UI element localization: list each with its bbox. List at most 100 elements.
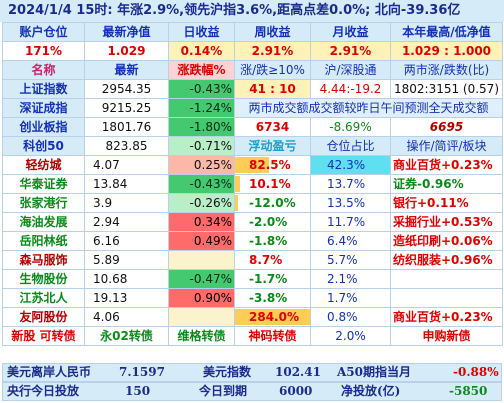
holding-name: 张家港行 [2,193,85,213]
label-weekly-return: 周收益 [234,22,311,42]
value-monthly-return: 2.91% [310,41,391,61]
holding-position: 6.4% [310,231,391,251]
holding-name: 江苏北人 [2,288,85,308]
label-year-high-low: 本年最高/低净值 [390,22,503,42]
bond-row: 新股 可转债 永02转债 维格转债 神码转债 2.0% 申购新债 [2,326,503,346]
holding-note: 造纸印刷+0.06% [390,231,503,251]
holding-row: 海油发展 2.94 0.34% -2.0% 11.7% 采掘行业+0.53% [2,212,503,232]
pboc-net-value: -5850 [449,384,488,398]
holding-pct: -0.26% [168,193,235,213]
holding-name: 生物股份 [2,269,85,289]
usdcnh-label: 美元离岸人民币 [7,365,92,379]
index-row-chinext: 创业板指 1801.76 -1.80% 6734 -8.69% 6695 [2,117,503,137]
pnl-text: 82.5% [249,157,291,172]
holding-note [390,288,503,308]
pboc-maturity-value: 6000 [279,384,313,398]
index-header-row: 名称 最新 涨跌幅% 涨/跌≥10% 沪/深股通 两市涨/跌数(比) [2,60,503,80]
col-advance-decline: 两市涨/跌数(比) [390,60,503,80]
bond-1: 永02转债 [84,326,169,346]
holding-position: 1.7% [310,288,391,308]
col-change-pct: 涨跌幅% [168,60,235,80]
col-floating-pnl: 浮动盈亏 [234,136,311,156]
summary-label-row: 账户仓位 最新净值 日收益 周收益 月收益 本年最高/低净值 [2,22,503,42]
index-northbound: 4.44:-19.2 [310,79,391,99]
pnl-text: 10.1% [249,176,291,191]
holding-pct [168,250,235,270]
index-name: 创业板指 [2,117,85,137]
index-name: 深证成指 [2,98,85,118]
pnl-text: -3.8% [249,290,288,305]
holding-name: 轻纺城 [2,155,85,175]
holding-row: 森马服饰 5.89 8.7% 5.7% 纺织服装+0.96% [2,250,503,270]
label-monthly-return: 月收益 [310,22,391,42]
holding-position: 13.7% [310,174,391,194]
turnover-change: -8.69% [310,117,391,137]
col-northbound: 沪/深股通 [310,60,391,80]
pnl-text: -2.0% [249,214,288,229]
holding-position: 13.5% [310,193,391,213]
pnl-text: -1.8% [249,233,288,248]
holding-name: 岳阳林纸 [2,231,85,251]
index-name: 上证指数 [2,79,85,99]
index-limit-count: 41 : 10 [234,79,311,99]
holding-pnl: 284.0% [234,307,311,327]
holding-pnl: -2.0% [234,212,311,232]
col-position-share: 仓位占比 [310,136,391,156]
value-daily-return: 0.14% [168,41,235,61]
holding-row: 轻纺城 4.07 0.25% 82.5% 42.3% 商业百货+0.23% [2,155,503,175]
index-pct: -1.24% [168,98,235,118]
index-price: 9215.25 [84,98,169,118]
holding-name: 友阿股份 [2,307,85,327]
index-price: 1801.76 [84,117,169,137]
pboc-maturity-label: 今日到期 [199,384,248,398]
pboc-inject-label: 央行今日投放 [7,384,80,398]
holding-pct: 0.90% [168,288,235,308]
bond-subscribe: 申购新债 [390,326,503,346]
holding-price: 3.9 [84,193,169,213]
ipo-bond-label: 新股 可转债 [2,326,85,346]
holding-name: 华泰证券 [2,174,85,194]
label-latest-nav: 最新净值 [84,22,169,42]
index-pct: -0.71% [168,136,235,156]
pnl-bar [235,309,310,325]
holding-note: 商业百货+0.23% [390,307,503,327]
holding-pnl: -1.7% [234,269,311,289]
dxy-label: 美元指数 [203,365,252,379]
holding-pnl: 82.5% [234,155,311,175]
pnl-bar [235,157,269,173]
holding-price: 13.84 [84,174,169,194]
holding-row: 张家港行 3.9 -0.26% -12.0% 13.5% 银行+0.11% [2,193,503,213]
index-price: 823.85 [84,136,169,156]
holding-pct [168,307,235,327]
pnl-text: 284.0% [249,309,299,324]
col-latest: 最新 [84,60,169,80]
holding-row: 岳阳林纸 6.16 0.49% -1.8% 6.4% 造纸印刷+0.06% [2,231,503,251]
value-weekly-return: 2.91% [234,41,311,61]
pboc-bar: 央行今日投放 150 今日到期 6000 净投放(亿) -5850 [2,382,502,401]
col-name: 名称 [2,60,85,80]
value-latest-nav: 1.029 [84,41,169,61]
pnl-bar [235,176,240,192]
holding-position: 2.1% [310,269,391,289]
holding-note: 商业百货+0.23% [390,155,503,175]
dxy-value: 102.41 [275,365,321,379]
pnl-text: -1.7% [249,271,288,286]
holding-price: 4.06 [84,307,169,327]
bond-3: 神码转债 [234,326,311,346]
dashboard-grid: 账户仓位 最新净值 日收益 周收益 月收益 本年最高/低净值 171% 1.02… [2,22,503,346]
holding-pnl: 8.7% [234,250,311,270]
holding-row: 生物股份 10.68 -0.47% -1.7% 2.1% [2,269,503,289]
fx-bar: 美元离岸人民币 7.1597 美元指数 102.41 A50期指当月 -0.88… [2,363,502,382]
holding-position: 42.3% [310,155,391,175]
turnover-value: 6734 [234,117,311,137]
holding-note: 证券-0.96% [390,174,503,194]
holding-note: 纺织服装+0.96% [390,250,503,270]
holding-price: 10.68 [84,269,169,289]
holding-position: 11.7% [310,212,391,232]
a50-value: -0.88% [453,365,499,379]
holding-position: 0.8% [310,307,391,327]
holding-price: 4.07 [84,155,169,175]
holding-pnl: -1.8% [234,231,311,251]
holding-pct: 0.49% [168,231,235,251]
pboc-net-label: 净投放(亿) [341,384,401,398]
